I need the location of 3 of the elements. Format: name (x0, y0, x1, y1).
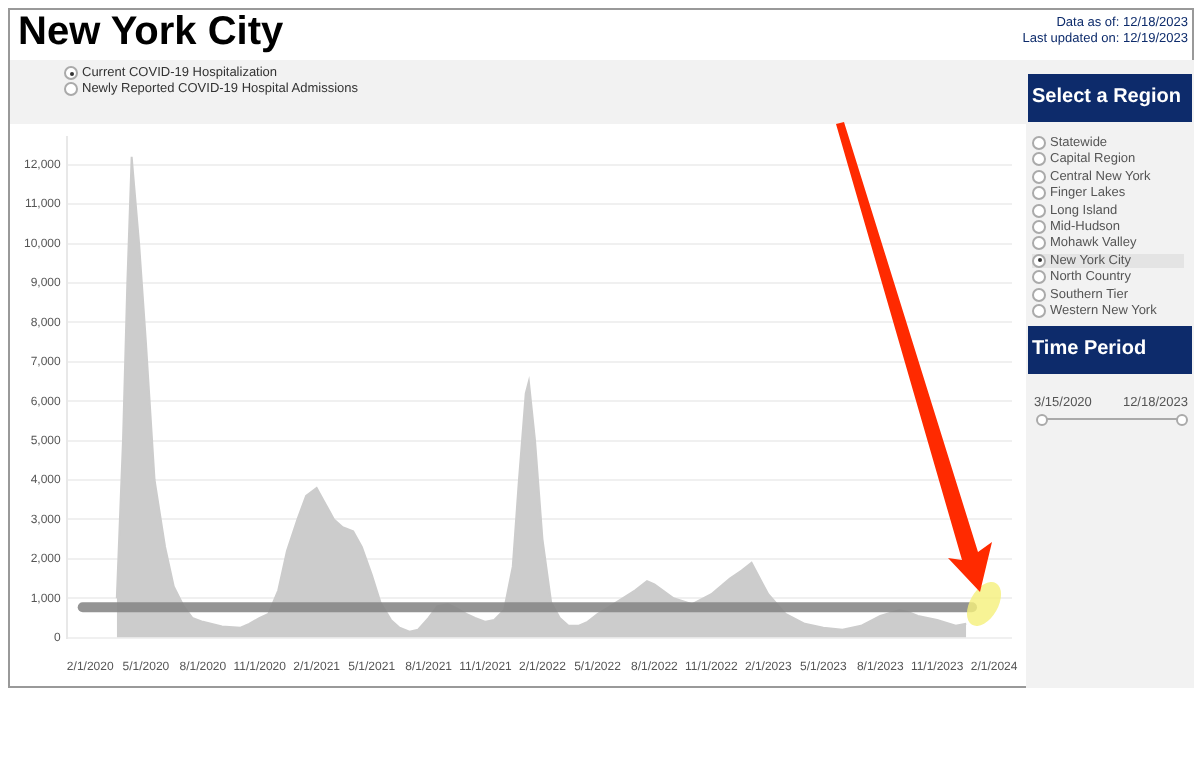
text: Select a Region (1028, 74, 1192, 122)
chart-title: New York City (18, 10, 284, 56)
text: Time Period (1028, 326, 1192, 374)
